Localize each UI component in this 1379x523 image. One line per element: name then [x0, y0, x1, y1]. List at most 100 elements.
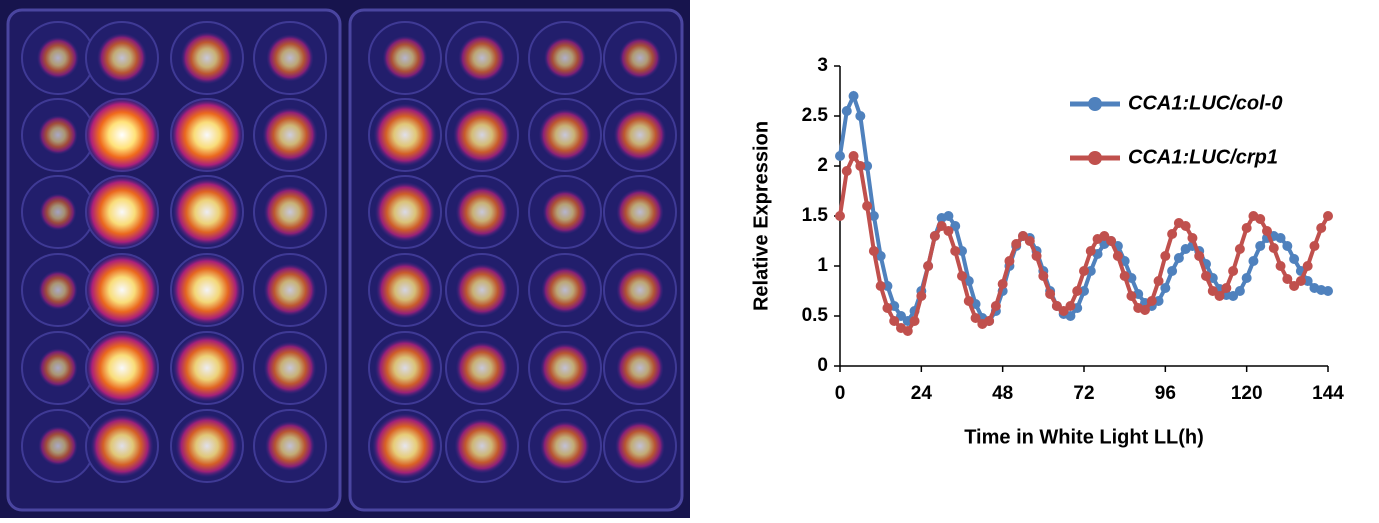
luminescence-image — [0, 0, 690, 518]
x-tick-label: 24 — [911, 383, 933, 404]
data-point — [984, 316, 995, 326]
data-point — [943, 226, 954, 236]
seedling-glow — [85, 253, 159, 327]
data-point — [943, 211, 954, 221]
seedling-glow — [615, 421, 665, 471]
seedling-glow — [455, 185, 509, 239]
seedling-glow — [616, 344, 664, 392]
seedling-glow — [84, 97, 160, 173]
data-point — [1011, 239, 1022, 249]
data-point — [1214, 291, 1225, 301]
data-point — [1180, 221, 1191, 231]
data-point — [1167, 266, 1178, 276]
data-point — [1038, 271, 1049, 281]
data-point — [997, 279, 1008, 289]
legend-marker — [1088, 97, 1102, 111]
data-point — [855, 161, 866, 171]
data-point — [1241, 273, 1252, 283]
seedling-glow — [38, 115, 78, 155]
seedling-glow — [38, 270, 78, 310]
data-point — [916, 291, 927, 301]
data-point — [1201, 271, 1211, 281]
data-point — [1248, 256, 1259, 266]
data-point — [1045, 289, 1056, 299]
seedling-glow — [38, 348, 78, 388]
data-point — [1160, 283, 1171, 293]
data-point — [1275, 261, 1286, 271]
seedling-glow — [538, 108, 592, 162]
data-point — [835, 211, 845, 221]
data-point — [1140, 305, 1150, 315]
data-point — [1275, 233, 1286, 243]
seedling-glow — [616, 266, 664, 314]
seedling-glow — [541, 266, 589, 314]
data-point — [1153, 276, 1164, 286]
data-point — [1004, 256, 1015, 266]
data-point — [882, 303, 893, 313]
seedling-glow — [540, 421, 590, 471]
seedling-glow — [85, 175, 159, 249]
data-point — [1112, 251, 1123, 261]
y-tick-label: 1 — [817, 255, 828, 276]
y-tick-label: 2.5 — [802, 105, 829, 126]
data-point — [1126, 291, 1137, 301]
data-point — [1302, 261, 1313, 271]
seedling-glow — [618, 36, 662, 80]
data-point — [1323, 211, 1333, 221]
legend-label: CCA1:LUC/col-0 — [1128, 92, 1282, 114]
data-point — [1282, 274, 1293, 284]
seedling-glow — [374, 337, 436, 399]
seedling-glow — [85, 331, 159, 405]
data-point — [835, 151, 845, 161]
seedling-glow — [455, 263, 509, 317]
data-point — [1106, 236, 1117, 246]
data-point — [970, 313, 981, 323]
x-tick-label: 72 — [1073, 383, 1094, 404]
legend-label: CCA1:LUC/crp1 — [1128, 146, 1278, 168]
seedling-glow — [453, 106, 511, 164]
data-point — [963, 296, 974, 306]
data-point — [855, 111, 866, 121]
data-point — [1079, 266, 1089, 276]
data-point — [1295, 276, 1306, 286]
seedling-glow — [543, 36, 587, 80]
seedling-glow — [38, 426, 78, 466]
data-point — [1024, 236, 1035, 246]
seedling-glow — [172, 177, 242, 247]
data-point — [1167, 229, 1178, 239]
seedling-glow — [454, 418, 510, 474]
y-axis-label: Relative Expression — [750, 121, 772, 311]
y-tick-label: 0.5 — [802, 305, 829, 326]
seedling-glow — [263, 185, 317, 239]
seedling-glow — [180, 31, 234, 85]
x-tick-label: 48 — [992, 383, 1013, 404]
data-point — [929, 231, 940, 241]
y-tick-label: 1.5 — [802, 205, 829, 226]
data-point — [868, 211, 879, 221]
data-point — [848, 151, 859, 161]
data-point — [862, 201, 873, 211]
seedling-glow — [263, 263, 317, 317]
data-point — [1031, 251, 1042, 261]
data-point — [923, 261, 934, 271]
seedling-glow — [36, 36, 80, 80]
data-point — [1234, 244, 1245, 254]
data-point — [889, 316, 900, 326]
y-tick-label: 0 — [817, 355, 828, 376]
seedling-glow — [372, 413, 438, 479]
data-point — [1262, 226, 1272, 236]
data-point — [1323, 286, 1333, 296]
data-point — [841, 166, 852, 176]
seedling-glow — [455, 341, 509, 395]
seedling-glow — [542, 189, 588, 235]
seedling-glow — [265, 421, 315, 471]
data-point — [1085, 246, 1096, 256]
data-point — [950, 246, 961, 256]
seedling-glow — [613, 108, 667, 162]
data-point — [1255, 214, 1266, 224]
x-axis-label: Time in White Light LL(h) — [964, 426, 1204, 448]
data-point — [1228, 266, 1239, 276]
x-tick-label: 120 — [1231, 383, 1263, 404]
data-point — [1268, 243, 1279, 253]
